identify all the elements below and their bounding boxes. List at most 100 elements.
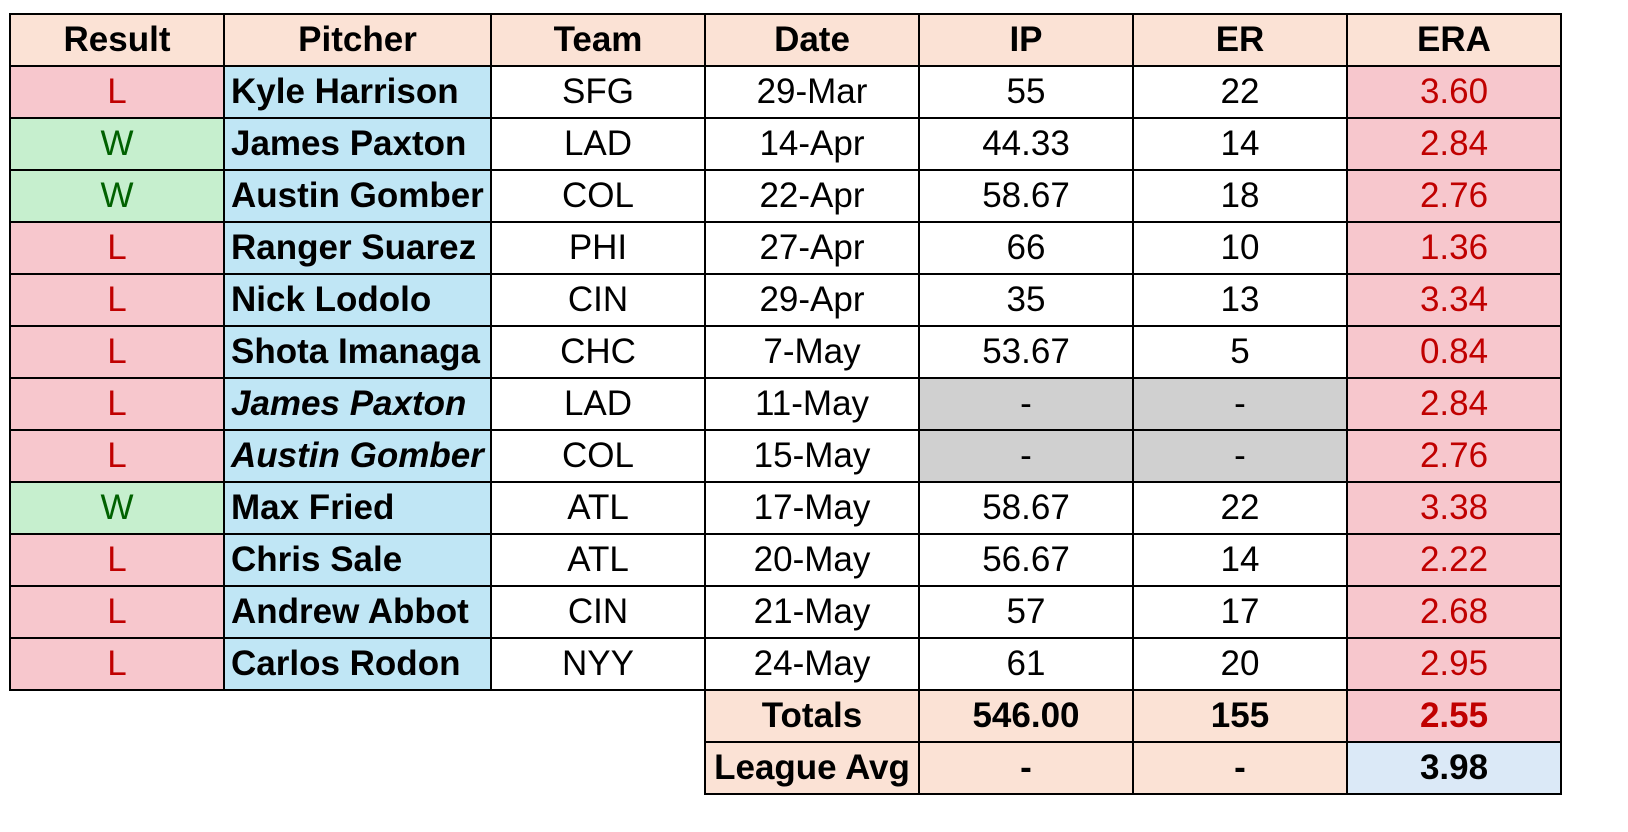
pitcher-cell[interactable]: Nick Lodolo <box>223 273 492 327</box>
ip-cell[interactable]: 44.33 <box>918 117 1134 171</box>
er-cell[interactable]: 5 <box>1132 325 1348 379</box>
ip-cell[interactable]: 66 <box>918 221 1134 275</box>
team-cell[interactable]: CHC <box>490 325 706 379</box>
ip-cell[interactable]: 56.67 <box>918 533 1134 587</box>
table-row: L James Paxton LAD 11-May - -2.84 <box>9 377 1562 431</box>
totals-ip[interactable]: 546.00 <box>918 689 1134 743</box>
er-cell[interactable]: - <box>1132 377 1348 431</box>
date-cell[interactable]: 14-Apr <box>704 117 920 171</box>
team-cell[interactable]: ATL <box>490 533 706 587</box>
result-cell[interactable]: L <box>9 585 225 639</box>
ip-cell[interactable]: 35 <box>918 273 1134 327</box>
er-cell[interactable]: 14 <box>1132 117 1348 171</box>
date-cell[interactable]: 29-Mar <box>704 65 920 119</box>
ip-cell[interactable]: 61 <box>918 637 1134 691</box>
era-cell[interactable]: 2.68 <box>1346 585 1562 639</box>
era-cell[interactable]: 2.76 <box>1346 429 1562 483</box>
team-cell[interactable]: SFG <box>490 65 706 119</box>
header-result[interactable]: Result <box>9 13 225 67</box>
totals-er[interactable]: 155 <box>1132 689 1348 743</box>
date-cell[interactable]: 22-Apr <box>704 169 920 223</box>
ip-cell[interactable]: 57 <box>918 585 1134 639</box>
league-avg-era[interactable]: 3.98 <box>1346 741 1562 795</box>
date-cell[interactable]: 24-May <box>704 637 920 691</box>
team-cell[interactable]: LAD <box>490 117 706 171</box>
header-date[interactable]: Date <box>704 13 920 67</box>
date-cell[interactable]: 21-May <box>704 585 920 639</box>
pitcher-cell[interactable]: Carlos Rodon <box>223 637 492 691</box>
result-cell[interactable]: L <box>9 637 225 691</box>
pitcher-cell[interactable]: Chris Sale <box>223 533 492 587</box>
pitcher-cell[interactable]: James Paxton <box>223 377 492 431</box>
result-cell[interactable]: L <box>9 221 225 275</box>
ip-cell[interactable]: 53.67 <box>918 325 1134 379</box>
date-cell[interactable]: 15-May <box>704 429 920 483</box>
result-cell[interactable]: L <box>9 533 225 587</box>
ip-cell[interactable]: 58.67 <box>918 481 1134 535</box>
result-cell[interactable]: L <box>9 429 225 483</box>
pitcher-cell[interactable]: Kyle Harrison <box>223 65 492 119</box>
ip-cell[interactable]: - <box>918 429 1134 483</box>
team-cell[interactable]: COL <box>490 429 706 483</box>
era-cell[interactable]: 2.22 <box>1346 533 1562 587</box>
er-cell[interactable]: 22 <box>1132 65 1348 119</box>
result-cell[interactable]: W <box>9 117 225 171</box>
team-cell[interactable]: COL <box>490 169 706 223</box>
er-cell[interactable]: 20 <box>1132 637 1348 691</box>
result-cell[interactable]: L <box>9 377 225 431</box>
header-pitcher[interactable]: Pitcher <box>223 13 492 67</box>
result-cell[interactable]: L <box>9 273 225 327</box>
pitcher-cell[interactable]: Max Fried <box>223 481 492 535</box>
er-cell[interactable]: 14 <box>1132 533 1348 587</box>
era-cell[interactable]: 3.60 <box>1346 65 1562 119</box>
header-er[interactable]: ER <box>1132 13 1348 67</box>
era-cell[interactable]: 3.34 <box>1346 273 1562 327</box>
header-ip[interactable]: IP <box>918 13 1134 67</box>
date-cell[interactable]: 29-Apr <box>704 273 920 327</box>
team-cell[interactable]: CIN <box>490 273 706 327</box>
ip-cell[interactable]: - <box>918 377 1134 431</box>
pitcher-cell[interactable]: Ranger Suarez <box>223 221 492 275</box>
era-cell[interactable]: 3.38 <box>1346 481 1562 535</box>
pitcher-cell[interactable]: James Paxton <box>223 117 492 171</box>
team-cell[interactable]: PHI <box>490 221 706 275</box>
league-avg-ip[interactable]: - <box>918 741 1134 795</box>
result-cell[interactable]: L <box>9 65 225 119</box>
team-cell[interactable]: NYY <box>490 637 706 691</box>
er-cell[interactable]: - <box>1132 429 1348 483</box>
header-team[interactable]: Team <box>490 13 706 67</box>
result-cell[interactable]: W <box>9 481 225 535</box>
header-era[interactable]: ERA <box>1346 13 1562 67</box>
er-cell[interactable]: 10 <box>1132 221 1348 275</box>
era-cell[interactable]: 0.84 <box>1346 325 1562 379</box>
era-cell[interactable]: 2.84 <box>1346 117 1562 171</box>
totals-label[interactable]: Totals <box>704 689 920 743</box>
er-cell[interactable]: 18 <box>1132 169 1348 223</box>
pitcher-cell[interactable]: Austin Gomber <box>223 429 492 483</box>
totals-era[interactable]: 2.55 <box>1346 689 1562 743</box>
league-avg-er[interactable]: - <box>1132 741 1348 795</box>
date-cell[interactable]: 7-May <box>704 325 920 379</box>
date-cell[interactable]: 27-Apr <box>704 221 920 275</box>
team-cell[interactable]: LAD <box>490 377 706 431</box>
era-cell[interactable]: 1.36 <box>1346 221 1562 275</box>
er-cell[interactable]: 22 <box>1132 481 1348 535</box>
pitcher-cell[interactable]: Shota Imanaga <box>223 325 492 379</box>
ip-cell[interactable]: 58.67 <box>918 169 1134 223</box>
pitcher-cell[interactable]: Austin Gomber <box>223 169 492 223</box>
date-cell[interactable]: 11-May <box>704 377 920 431</box>
er-cell[interactable]: 13 <box>1132 273 1348 327</box>
result-cell[interactable]: L <box>9 325 225 379</box>
team-cell[interactable]: ATL <box>490 481 706 535</box>
date-cell[interactable]: 20-May <box>704 533 920 587</box>
team-cell[interactable]: CIN <box>490 585 706 639</box>
era-cell[interactable]: 2.76 <box>1346 169 1562 223</box>
date-cell[interactable]: 17-May <box>704 481 920 535</box>
ip-cell[interactable]: 55 <box>918 65 1134 119</box>
pitcher-cell[interactable]: Andrew Abbot <box>223 585 492 639</box>
er-cell[interactable]: 17 <box>1132 585 1348 639</box>
result-cell[interactable]: W <box>9 169 225 223</box>
era-cell[interactable]: 2.95 <box>1346 637 1562 691</box>
league-avg-label[interactable]: League Avg <box>704 741 920 795</box>
era-cell[interactable]: 2.84 <box>1346 377 1562 431</box>
